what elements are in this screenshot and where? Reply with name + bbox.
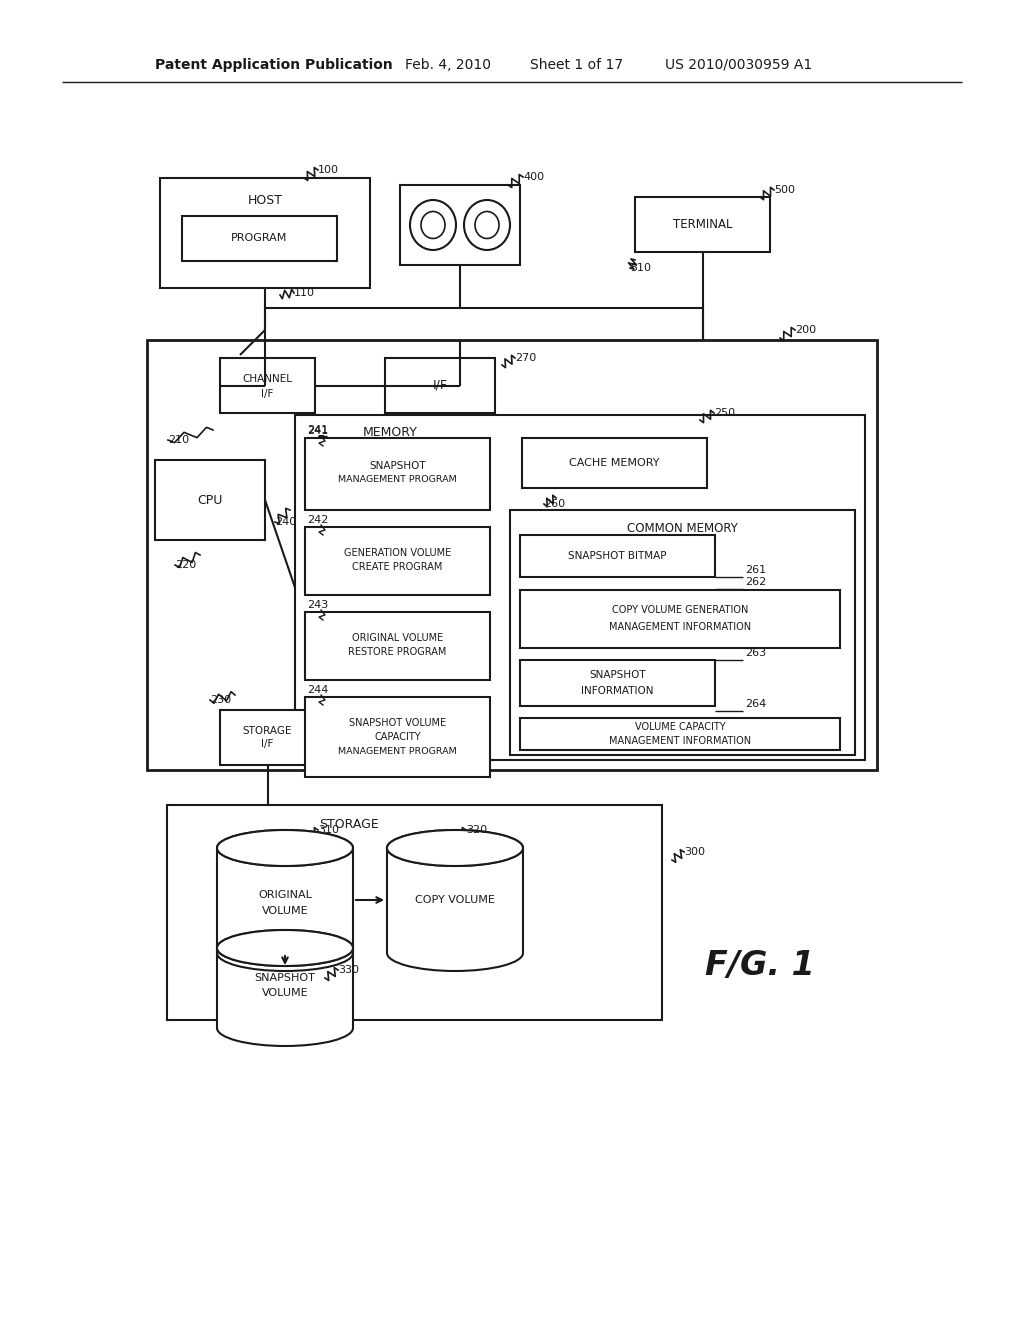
Text: 220: 220	[175, 560, 197, 570]
Text: 320: 320	[466, 825, 487, 836]
Text: PROGRAM: PROGRAM	[231, 234, 288, 243]
Bar	[520, 660, 715, 706]
Ellipse shape	[421, 211, 445, 239]
Bar	[520, 535, 715, 577]
Text: Feb. 4, 2010: Feb. 4, 2010	[406, 58, 490, 73]
Text: ORIGINAL VOLUME: ORIGINAL VOLUME	[352, 634, 443, 643]
Text: US 2010/0030959 A1: US 2010/0030959 A1	[665, 58, 812, 73]
Text: 270: 270	[515, 352, 537, 363]
Text: 264: 264	[745, 700, 766, 709]
Text: CHANNEL: CHANNEL	[243, 375, 293, 384]
Text: 230: 230	[210, 696, 231, 705]
Text: SNAPSHOT: SNAPSHOT	[589, 671, 646, 680]
Text: 110: 110	[294, 288, 315, 298]
Text: 244: 244	[307, 685, 329, 696]
Text: 300: 300	[684, 847, 705, 857]
Text: 260: 260	[544, 499, 565, 510]
Bar	[155, 459, 265, 540]
Text: CPU: CPU	[198, 494, 222, 507]
Text: MANAGEMENT PROGRAM: MANAGEMENT PROGRAM	[338, 747, 457, 755]
Text: 210: 210	[168, 436, 189, 445]
Text: 241: 241	[307, 426, 329, 436]
Text: RESTORE PROGRAM: RESTORE PROGRAM	[348, 647, 446, 657]
Text: COMMON MEMORY: COMMON MEMORY	[627, 521, 738, 535]
Bar	[220, 358, 315, 413]
Text: CACHE MEMORY: CACHE MEMORY	[569, 458, 659, 469]
Text: 250: 250	[714, 408, 735, 418]
Bar	[305, 697, 490, 777]
Text: MEMORY: MEMORY	[362, 426, 418, 440]
Text: 330: 330	[338, 965, 359, 975]
Text: MANAGEMENT PROGRAM: MANAGEMENT PROGRAM	[338, 475, 457, 484]
Text: INFORMATION: INFORMATION	[582, 686, 653, 696]
Bar	[217, 948, 353, 1028]
Text: VOLUME CAPACITY: VOLUME CAPACITY	[635, 722, 725, 733]
Text: ORIGINAL: ORIGINAL	[258, 890, 312, 900]
Text: 100: 100	[318, 165, 339, 176]
Bar	[522, 438, 707, 488]
Text: 400: 400	[523, 172, 544, 182]
Text: VOLUME: VOLUME	[262, 906, 308, 916]
Bar	[510, 510, 855, 755]
Bar	[295, 414, 865, 760]
Text: I/F: I/F	[261, 739, 273, 750]
Text: COPY VOLUME: COPY VOLUME	[415, 895, 495, 906]
Bar	[217, 847, 353, 953]
Bar	[385, 358, 495, 413]
Text: STORAGE: STORAGE	[319, 818, 379, 832]
Text: Sheet 1 of 17: Sheet 1 of 17	[530, 58, 624, 73]
Text: 200: 200	[795, 325, 816, 335]
Ellipse shape	[217, 830, 353, 866]
Text: SNAPSHOT: SNAPSHOT	[255, 973, 315, 983]
Bar	[520, 718, 840, 750]
Bar	[305, 438, 490, 510]
Text: F/G. 1: F/G. 1	[706, 949, 815, 982]
Bar	[387, 847, 523, 953]
Text: MANAGEMENT INFORMATION: MANAGEMENT INFORMATION	[609, 737, 751, 746]
Bar	[520, 590, 840, 648]
Text: STORAGE: STORAGE	[243, 726, 292, 735]
Text: 310: 310	[318, 825, 339, 836]
Text: HOST: HOST	[248, 194, 283, 206]
Text: 500: 500	[774, 185, 795, 195]
Bar	[220, 710, 315, 766]
Ellipse shape	[217, 931, 353, 966]
Bar	[400, 185, 520, 265]
Text: 242: 242	[307, 515, 329, 525]
Text: 263: 263	[745, 648, 766, 657]
Text: 243: 243	[307, 601, 329, 610]
Text: COPY VOLUME GENERATION: COPY VOLUME GENERATION	[611, 605, 749, 615]
Bar	[305, 612, 490, 680]
Text: SNAPSHOT VOLUME: SNAPSHOT VOLUME	[349, 718, 446, 729]
Bar	[305, 527, 490, 595]
Text: SNAPSHOT: SNAPSHOT	[370, 461, 426, 471]
Text: CREATE PROGRAM: CREATE PROGRAM	[352, 562, 442, 572]
Text: Patent Application Publication: Patent Application Publication	[155, 58, 393, 73]
Ellipse shape	[464, 201, 510, 249]
Bar	[160, 178, 370, 288]
Text: 262: 262	[745, 577, 766, 587]
Text: I/F: I/F	[261, 388, 273, 399]
Text: GENERATION VOLUME: GENERATION VOLUME	[344, 548, 452, 558]
Text: I/F: I/F	[432, 379, 447, 392]
Text: 241: 241	[307, 425, 329, 436]
Bar	[167, 805, 662, 1020]
Text: TERMINAL: TERMINAL	[673, 218, 732, 231]
Text: 261: 261	[745, 565, 766, 576]
Bar	[182, 216, 337, 261]
Bar	[147, 341, 877, 770]
Ellipse shape	[475, 211, 499, 239]
Text: SNAPSHOT BITMAP: SNAPSHOT BITMAP	[568, 550, 667, 561]
Text: 240: 240	[275, 517, 296, 527]
Text: VOLUME: VOLUME	[262, 987, 308, 998]
Ellipse shape	[387, 830, 523, 866]
Text: 510: 510	[630, 263, 651, 273]
Ellipse shape	[410, 201, 456, 249]
Bar	[635, 197, 770, 252]
Text: CAPACITY: CAPACITY	[374, 733, 421, 742]
Text: MANAGEMENT INFORMATION: MANAGEMENT INFORMATION	[609, 622, 751, 632]
Ellipse shape	[217, 830, 353, 866]
Ellipse shape	[387, 830, 523, 866]
Ellipse shape	[217, 931, 353, 966]
